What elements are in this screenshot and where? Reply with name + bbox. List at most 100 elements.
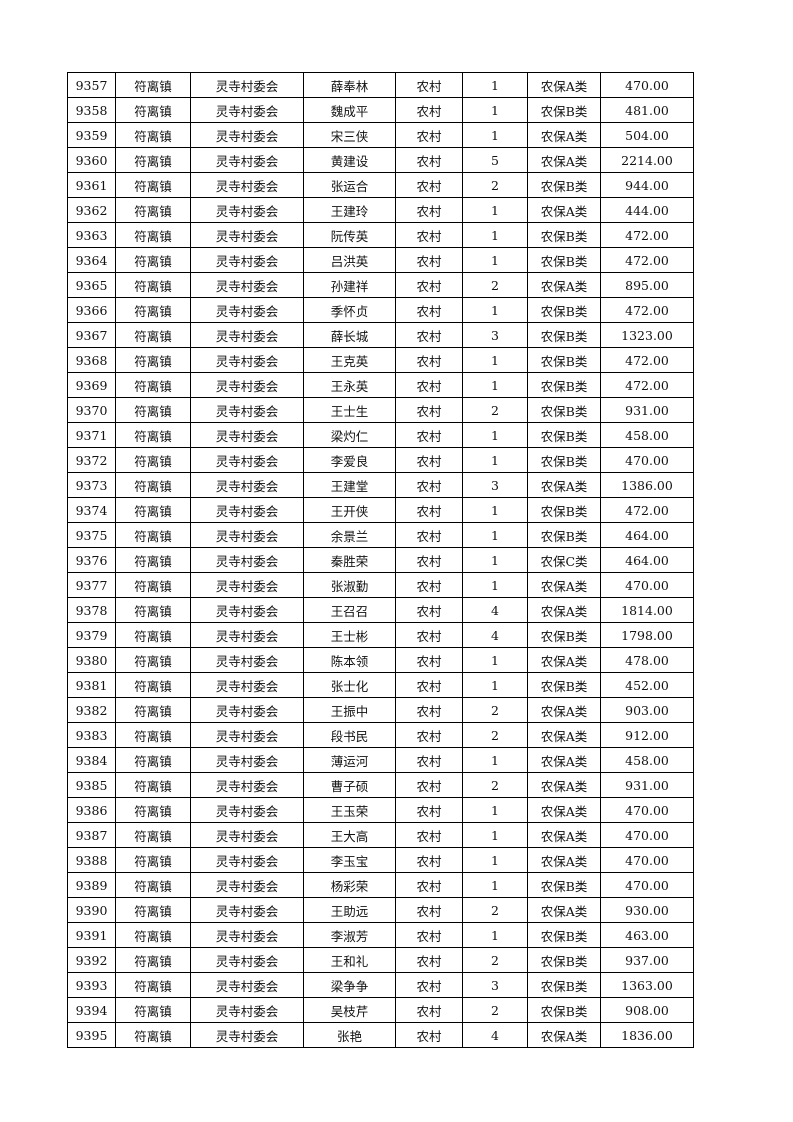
cell-category: 农保A类 — [527, 722, 601, 748]
table-row: 9391 符离镇 灵寺村委会 李淑芳 农村 1 农保B类 463.00 — [67, 922, 694, 948]
cell-id: 9377 — [67, 572, 116, 598]
cell-id: 9374 — [67, 497, 116, 523]
cell-members: 2 — [462, 772, 528, 798]
cell-amount: 470.00 — [600, 572, 694, 598]
cell-amount: 444.00 — [600, 197, 694, 223]
cell-id: 9384 — [67, 747, 116, 773]
cell-members: 1 — [462, 447, 528, 473]
cell-name: 季怀贞 — [303, 297, 396, 323]
cell-amount: 472.00 — [600, 497, 694, 523]
table-row: 9366 符离镇 灵寺村委会 季怀贞 农村 1 农保B类 472.00 — [67, 297, 694, 323]
cell-id: 9367 — [67, 322, 116, 348]
cell-name: 宋三侠 — [303, 122, 396, 148]
table-row: 9369 符离镇 灵寺村委会 王永英 农村 1 农保B类 472.00 — [67, 372, 694, 398]
cell-name: 王振中 — [303, 697, 396, 723]
cell-id: 9376 — [67, 547, 116, 573]
cell-name: 阮传英 — [303, 222, 396, 248]
cell-village: 灵寺村委会 — [190, 772, 304, 798]
cell-members: 4 — [462, 622, 528, 648]
cell-members: 2 — [462, 722, 528, 748]
cell-type: 农村 — [395, 697, 463, 723]
cell-amount: 458.00 — [600, 747, 694, 773]
cell-village: 灵寺村委会 — [190, 472, 304, 498]
cell-id: 9362 — [67, 197, 116, 223]
table-row: 9377 符离镇 灵寺村委会 张淑勤 农村 1 农保A类 470.00 — [67, 572, 694, 598]
cell-town: 符离镇 — [115, 222, 191, 248]
cell-town: 符离镇 — [115, 347, 191, 373]
table-row: 9378 符离镇 灵寺村委会 王召召 农村 4 农保A类 1814.00 — [67, 597, 694, 623]
cell-category: 农保B类 — [527, 397, 601, 423]
cell-members: 1 — [462, 347, 528, 373]
cell-type: 农村 — [395, 147, 463, 173]
cell-members: 5 — [462, 147, 528, 173]
cell-id: 9378 — [67, 597, 116, 623]
cell-name: 王士生 — [303, 397, 396, 423]
cell-category: 农保B类 — [527, 372, 601, 398]
cell-category: 农保B类 — [527, 922, 601, 948]
cell-type: 农村 — [395, 247, 463, 273]
cell-town: 符离镇 — [115, 797, 191, 823]
cell-members: 2 — [462, 997, 528, 1023]
cell-town: 符离镇 — [115, 847, 191, 873]
cell-id: 9365 — [67, 272, 116, 298]
cell-amount: 472.00 — [600, 297, 694, 323]
cell-category: 农保A类 — [527, 147, 601, 173]
cell-id: 9360 — [67, 147, 116, 173]
cell-village: 灵寺村委会 — [190, 822, 304, 848]
cell-members: 1 — [462, 922, 528, 948]
cell-village: 灵寺村委会 — [190, 497, 304, 523]
cell-amount: 470.00 — [600, 72, 694, 98]
cell-village: 灵寺村委会 — [190, 922, 304, 948]
cell-id: 9363 — [67, 222, 116, 248]
cell-id: 9366 — [67, 297, 116, 323]
cell-type: 农村 — [395, 422, 463, 448]
cell-village: 灵寺村委会 — [190, 422, 304, 448]
cell-amount: 1836.00 — [600, 1022, 694, 1048]
cell-amount: 464.00 — [600, 522, 694, 548]
cell-village: 灵寺村委会 — [190, 322, 304, 348]
cell-category: 农保B类 — [527, 247, 601, 273]
cell-category: 农保A类 — [527, 697, 601, 723]
cell-category: 农保A类 — [527, 1022, 601, 1048]
cell-town: 符离镇 — [115, 747, 191, 773]
cell-village: 灵寺村委会 — [190, 347, 304, 373]
table-row: 9376 符离镇 灵寺村委会 秦胜荣 农村 1 农保C类 464.00 — [67, 547, 694, 573]
cell-members: 2 — [462, 897, 528, 923]
table-row: 9374 符离镇 灵寺村委会 王开侠 农村 1 农保B类 472.00 — [67, 497, 694, 523]
cell-category: 农保B类 — [527, 322, 601, 348]
cell-village: 灵寺村委会 — [190, 972, 304, 998]
cell-name: 李淑芳 — [303, 922, 396, 948]
cell-id: 9387 — [67, 822, 116, 848]
cell-type: 农村 — [395, 522, 463, 548]
cell-town: 符离镇 — [115, 972, 191, 998]
cell-id: 9380 — [67, 647, 116, 673]
cell-members: 2 — [462, 697, 528, 723]
cell-category: 农保B类 — [527, 997, 601, 1023]
cell-category: 农保B类 — [527, 497, 601, 523]
cell-village: 灵寺村委会 — [190, 272, 304, 298]
cell-town: 符离镇 — [115, 172, 191, 198]
cell-village: 灵寺村委会 — [190, 197, 304, 223]
cell-name: 王助远 — [303, 897, 396, 923]
cell-id: 9389 — [67, 872, 116, 898]
cell-name: 王永英 — [303, 372, 396, 398]
cell-amount: 1363.00 — [600, 972, 694, 998]
table-row: 9387 符离镇 灵寺村委会 王大高 农村 1 农保A类 470.00 — [67, 822, 694, 848]
table-row: 9357 符离镇 灵寺村委会 薛奉林 农村 1 农保A类 470.00 — [67, 72, 694, 98]
cell-members: 1 — [462, 372, 528, 398]
cell-members: 1 — [462, 747, 528, 773]
cell-category: 农保B类 — [527, 97, 601, 123]
cell-id: 9371 — [67, 422, 116, 448]
cell-type: 农村 — [395, 1022, 463, 1048]
cell-village: 灵寺村委会 — [190, 97, 304, 123]
cell-id: 9394 — [67, 997, 116, 1023]
cell-village: 灵寺村委会 — [190, 72, 304, 98]
cell-town: 符离镇 — [115, 922, 191, 948]
cell-village: 灵寺村委会 — [190, 247, 304, 273]
cell-name: 王建堂 — [303, 472, 396, 498]
cell-name: 王和礼 — [303, 947, 396, 973]
cell-id: 9364 — [67, 247, 116, 273]
table-row: 9379 符离镇 灵寺村委会 王士彬 农村 4 农保B类 1798.00 — [67, 622, 694, 648]
cell-amount: 470.00 — [600, 822, 694, 848]
cell-id: 9368 — [67, 347, 116, 373]
